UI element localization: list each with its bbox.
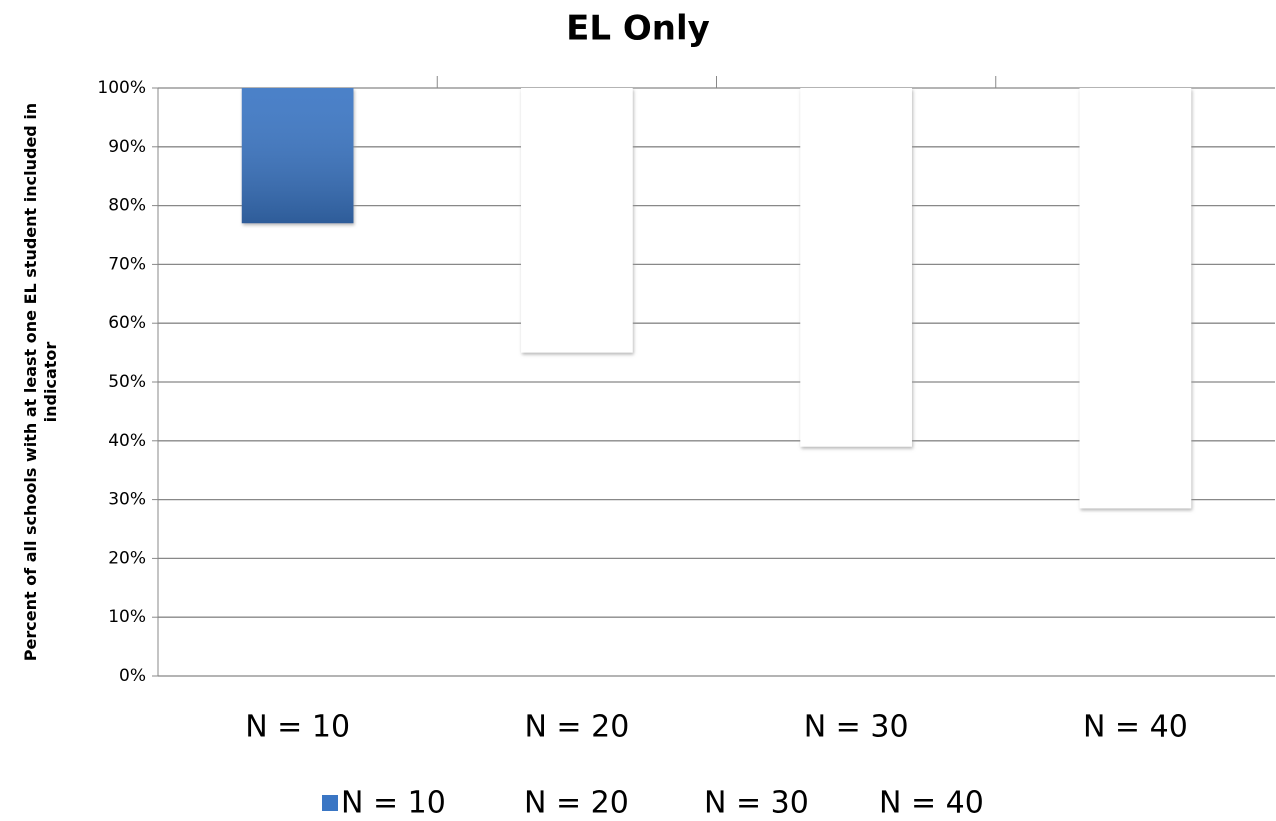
bar	[800, 88, 912, 447]
y-tick-label: 50%	[108, 372, 146, 392]
y-tick-label: 20%	[108, 548, 146, 568]
legend-label: N = 30	[704, 786, 809, 821]
y-tick-label: 10%	[108, 607, 146, 627]
y-tick-label: 30%	[108, 490, 146, 510]
y-tick-label: 60%	[108, 313, 146, 333]
y-tick-label: 100%	[97, 78, 146, 98]
legend-label: N = 10	[341, 786, 446, 821]
y-axis-title: Percent of all schools with at least one…	[21, 102, 60, 662]
x-tick-label: N = 20	[524, 710, 629, 745]
legend-marker	[322, 795, 338, 811]
y-tick-label: 90%	[108, 137, 146, 157]
x-tick-label: N = 40	[1083, 710, 1188, 745]
bar-group	[800, 88, 912, 447]
bar-group	[1079, 88, 1192, 509]
legend-marker	[505, 795, 521, 811]
x-tick-label: N = 10	[245, 710, 350, 745]
bar	[521, 88, 633, 353]
legend-label: N = 40	[879, 786, 984, 821]
legend-marker	[685, 795, 701, 811]
x-tick-label: N = 30	[804, 710, 909, 745]
y-tick-label: 70%	[108, 254, 146, 274]
bar-shade	[241, 88, 354, 224]
chart-title: EL Only	[566, 9, 710, 49]
legend-label: N = 20	[524, 786, 629, 821]
y-tick-label: 80%	[108, 196, 146, 216]
y-tick-label: 40%	[108, 431, 146, 451]
bar-group	[241, 88, 354, 224]
bar-group	[521, 88, 633, 353]
legend-marker	[860, 795, 876, 811]
y-tick-label: 0%	[119, 666, 146, 686]
bar	[1079, 88, 1192, 509]
